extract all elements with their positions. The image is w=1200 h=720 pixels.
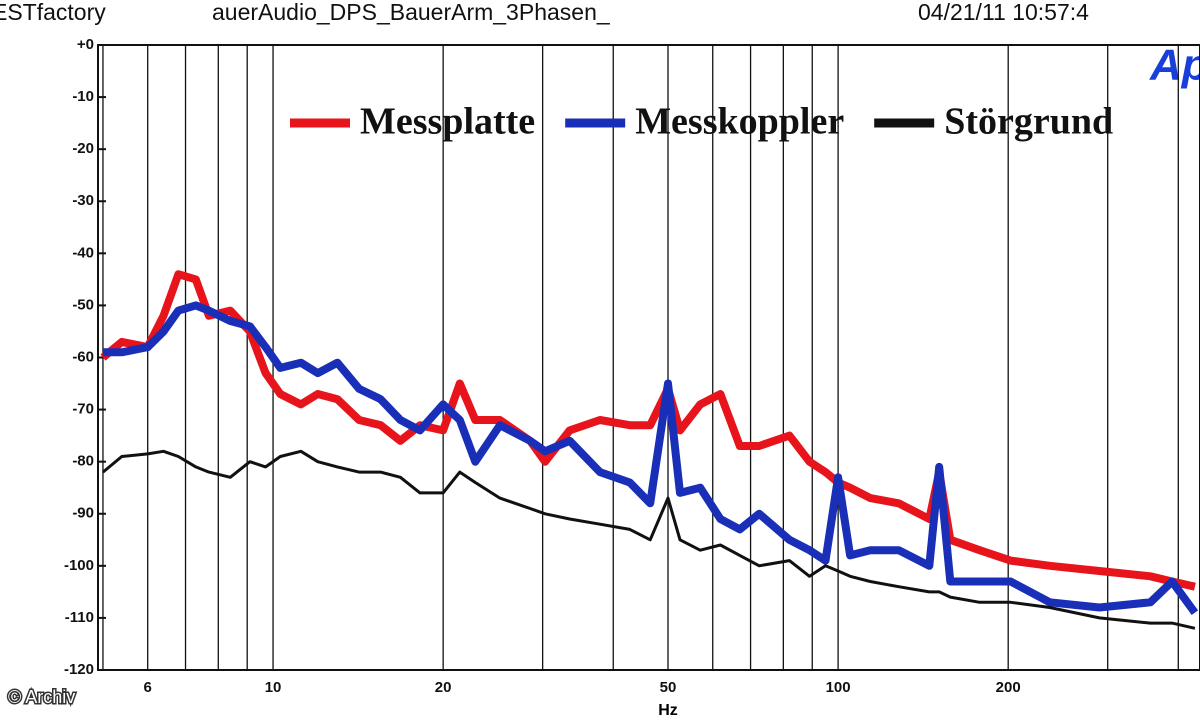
header-text: 04/21/11 10:57:4 [918,0,1089,25]
x-tick-label: 6 [144,679,152,696]
y-tick-label: -110 [65,609,94,626]
header-text: auerAudio_DPS_BauerArm_3Phasen_ [212,0,611,25]
x-tick-label: 20 [435,679,452,696]
y-tick-label: -80 [72,453,94,470]
y-tick-label: -30 [72,192,94,209]
y-tick-label: -50 [72,296,94,313]
y-tick-label: -20 [72,140,94,157]
x-tick-label: 10 [265,679,282,696]
x-tick-label: 200 [996,679,1021,696]
y-tick-label: +0 [77,36,94,53]
y-tick-label: -70 [72,401,94,418]
watermark: © Archiv [8,687,75,707]
y-tick-label: -40 [72,244,94,261]
x-tick-label: 100 [826,679,851,696]
y-tick-label: -60 [72,348,94,365]
series-line [103,301,1199,616]
y-tick-label: -10 [72,88,94,105]
x-axis-label: Hz [658,702,678,719]
legend-label: Messplatte [360,101,535,143]
x-tick-label: 50 [660,679,677,696]
y-tick-label: -100 [64,557,94,574]
y-tick-label: -120 [64,661,94,678]
y-tick-label: -90 [72,505,94,522]
header-text: ESTfactory [0,0,106,25]
logo: Ap [1149,41,1200,90]
legend-label: Störgrund [944,101,1113,143]
series-line [102,449,1196,630]
legend-label: Messkoppler [635,101,844,143]
